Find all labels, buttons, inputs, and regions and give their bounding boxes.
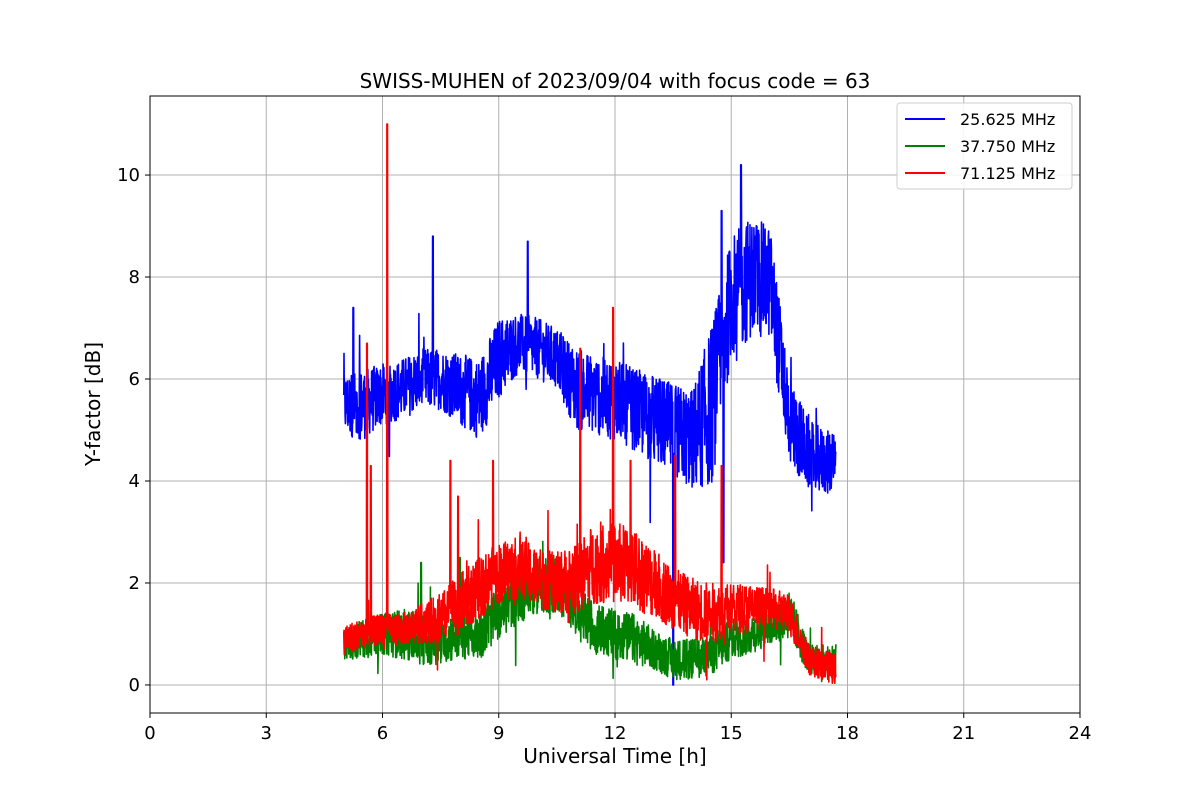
- x-axis-label: Universal Time [h]: [523, 744, 706, 768]
- y-tick-label: 0: [129, 675, 140, 696]
- x-tick-label: 9: [493, 723, 504, 744]
- plot-area: [149, 95, 1081, 714]
- x-tick-label: 18: [836, 723, 859, 744]
- series-line-71-125-mhz: [343, 123, 837, 684]
- x-tick-label: 21: [952, 723, 975, 744]
- y-tick-label: 10: [117, 165, 140, 186]
- x-axis: 0 3 6 9 12 15 18 21 24: [144, 713, 1091, 744]
- y-tick-label: 4: [129, 471, 140, 492]
- legend-label: 37.750 MHz: [960, 137, 1055, 156]
- y-axis: 0 2 4 6 8 10: [117, 165, 150, 696]
- x-tick-label: 6: [377, 723, 388, 744]
- legend: 25.625 MHz 37.750 MHz 71.125 MHz: [896, 102, 1073, 190]
- y-axis-label: Y-factor [dB]: [81, 342, 105, 467]
- x-tick-label: 3: [261, 723, 272, 744]
- series-layer: [343, 123, 837, 686]
- x-tick-label: 15: [720, 723, 743, 744]
- legend-box: [896, 102, 1073, 190]
- y-tick-label: 2: [129, 573, 140, 594]
- x-tick-label: 0: [144, 723, 155, 744]
- y-tick-label: 8: [129, 267, 140, 288]
- chart-title: SWISS-MUHEN of 2023/09/04 with focus cod…: [360, 69, 871, 93]
- x-tick-label: 12: [604, 723, 627, 744]
- legend-label: 71.125 MHz: [960, 164, 1055, 183]
- y-tick-label: 6: [129, 369, 140, 390]
- x-tick-label: 24: [1069, 723, 1092, 744]
- legend-label: 25.625 MHz: [960, 110, 1055, 129]
- series-line-25-625-mhz: [343, 164, 837, 686]
